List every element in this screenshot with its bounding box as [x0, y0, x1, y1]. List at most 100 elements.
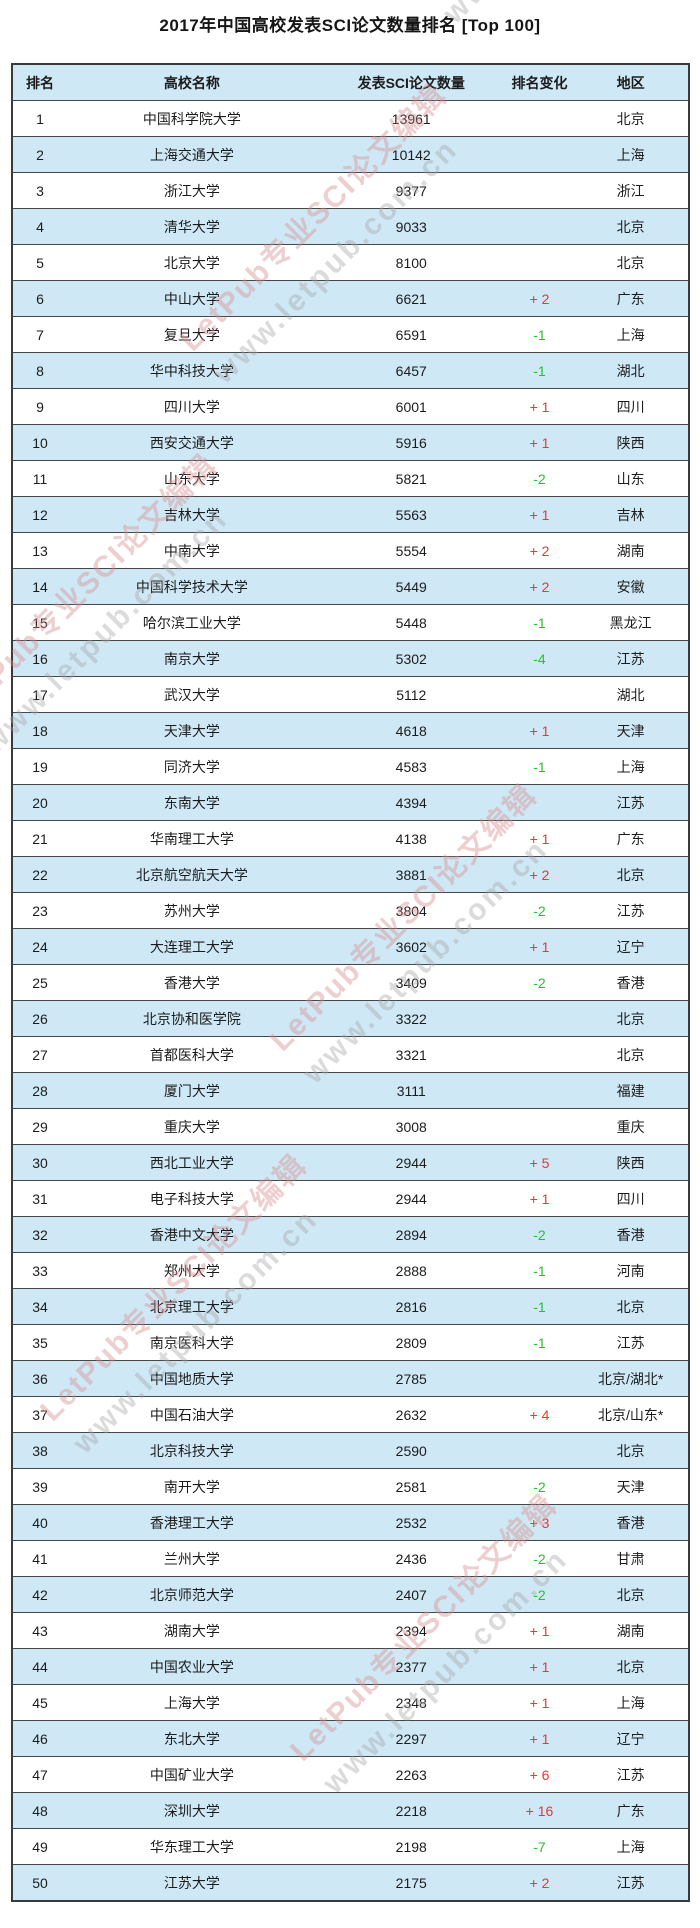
rank-change-cell: -1: [533, 1298, 546, 1315]
rank-cell: 1: [36, 110, 44, 127]
rank-change-cell: + 1: [529, 1730, 550, 1747]
papers-count-cell: 6621: [395, 290, 427, 307]
region-cell: 北京/湖北*: [597, 1370, 664, 1387]
table-row: 16 南京大学 5302 -4 江苏: [13, 640, 688, 676]
region-cell: 香港: [616, 1226, 645, 1243]
papers-count-cell: 2407: [395, 1586, 427, 1603]
table-row: 24 大连理工大学 3602 + 1 辽宁: [13, 928, 688, 964]
university-name-cell: 北京科技大学: [149, 1442, 234, 1459]
rank-cell: 18: [32, 722, 48, 739]
table-row: 9 四川大学 6001 + 1 四川: [13, 388, 688, 424]
region-cell: 上海: [616, 758, 645, 775]
table-row: 15 哈尔滨工业大学 5448 -1 黑龙江: [13, 604, 688, 640]
university-name-cell: 北京航空航天大学: [135, 866, 248, 883]
rank-change-cell: -1: [533, 1334, 546, 1351]
university-name-cell: 同济大学: [163, 758, 220, 775]
rank-change-cell: -2: [533, 902, 546, 919]
table-row: 37 中国石油大学 2632 + 4 北京/山东*: [13, 1396, 688, 1432]
table-row: 18 天津大学 4618 + 1 天津: [13, 712, 688, 748]
papers-count-cell: 3602: [395, 938, 427, 955]
table-row: 42 北京师范大学 2407 -2 北京: [13, 1576, 688, 1612]
table-row: 22 北京航空航天大学 3881 + 2 北京: [13, 856, 688, 892]
papers-count-cell: 8100: [395, 254, 427, 271]
rank-change-cell: + 3: [529, 1514, 550, 1531]
region-cell: 湖南: [616, 1622, 645, 1639]
table-row: 7 复旦大学 6591 -1 上海: [13, 316, 688, 352]
university-name-cell: 大连理工大学: [149, 938, 234, 955]
rank-cell: 34: [32, 1298, 48, 1315]
university-name-cell: 南开大学: [163, 1478, 220, 1495]
rank-change-cell: -2: [533, 974, 546, 991]
rank-cell: 2: [36, 146, 44, 163]
university-name-cell: 华中科技大学: [149, 362, 234, 379]
region-cell: 重庆: [616, 1118, 645, 1135]
region-cell: 北京: [616, 1586, 645, 1603]
rank-cell: 44: [32, 1658, 48, 1675]
university-name-cell: 苏州大学: [163, 902, 220, 919]
table-row: 46 东北大学 2297 + 1 辽宁: [13, 1720, 688, 1756]
region-cell: 天津: [616, 722, 645, 739]
university-name-cell: 上海交通大学: [149, 146, 234, 163]
rank-change-cell: + 4: [529, 1406, 550, 1423]
papers-count-cell: 3321: [395, 1046, 427, 1063]
university-name-cell: 北京大学: [163, 254, 220, 271]
table-row: 19 同济大学 4583 -1 上海: [13, 748, 688, 784]
rank-cell: 15: [32, 614, 48, 631]
region-cell: 上海: [616, 326, 645, 343]
papers-count-cell: 2944: [395, 1190, 427, 1207]
rank-cell: 36: [32, 1370, 48, 1387]
region-cell: 河南: [616, 1262, 645, 1279]
table-row: 50 江苏大学 2175 + 2 江苏: [13, 1864, 688, 1900]
rank-cell: 16: [32, 650, 48, 667]
rank-cell: 14: [32, 578, 48, 595]
university-name-cell: 上海大学: [163, 1694, 220, 1711]
papers-count-cell: 2297: [395, 1730, 427, 1747]
university-name-cell: 中国农业大学: [149, 1658, 234, 1675]
papers-count-cell: 6591: [395, 326, 427, 343]
university-name-cell: 南京大学: [163, 650, 220, 667]
papers-count-cell: 2632: [395, 1406, 427, 1423]
papers-count-cell: 2581: [395, 1478, 427, 1495]
rank-change-cell: + 1: [529, 722, 550, 739]
region-cell: 江苏: [616, 650, 645, 667]
region-cell: 辽宁: [616, 1730, 645, 1747]
table-row: 38 北京科技大学 2590 北京: [13, 1432, 688, 1468]
table-row: 30 西北工业大学 2944 + 5 陕西: [13, 1144, 688, 1180]
table-row: 48 深圳大学 2218 + 16 广东: [13, 1792, 688, 1828]
region-cell: 江苏: [616, 1874, 645, 1891]
university-name-cell: 中国矿业大学: [149, 1766, 234, 1783]
column-header-change: 排名变化: [511, 74, 568, 91]
rank-cell: 23: [32, 902, 48, 919]
rank-cell: 12: [32, 506, 48, 523]
rank-cell: 39: [32, 1478, 48, 1495]
rank-cell: 33: [32, 1262, 48, 1279]
table-row: 31 电子科技大学 2944 + 1 四川: [13, 1180, 688, 1216]
university-name-cell: 清华大学: [163, 218, 220, 235]
region-cell: 北京/山东*: [597, 1406, 664, 1423]
papers-count-cell: 10142: [391, 146, 431, 163]
papers-count-cell: 5302: [395, 650, 427, 667]
university-name-cell: 中国科学院大学: [142, 110, 241, 127]
university-name-cell: 重庆大学: [163, 1118, 220, 1135]
region-cell: 北京: [616, 254, 645, 271]
papers-count-cell: 2944: [395, 1154, 427, 1171]
papers-count-cell: 2785: [395, 1370, 427, 1387]
region-cell: 天津: [616, 1478, 645, 1495]
rank-cell: 37: [32, 1406, 48, 1423]
rank-cell: 46: [32, 1730, 48, 1747]
university-name-cell: 湖南大学: [163, 1622, 220, 1639]
ranking-table: 排名 高校名称 发表SCI论文数量 排名变化 地区 1 中国科学院大学 1396…: [11, 63, 690, 1902]
table-row: 21 华南理工大学 4138 + 1 广东: [13, 820, 688, 856]
rank-change-cell: -7: [533, 1838, 546, 1855]
papers-count-cell: 2436: [395, 1550, 427, 1567]
region-cell: 黑龙江: [609, 614, 652, 631]
university-name-cell: 天津大学: [163, 722, 220, 739]
table-row: 11 山东大学 5821 -2 山东: [13, 460, 688, 496]
papers-count-cell: 2198: [395, 1838, 427, 1855]
table-row: 12 吉林大学 5563 + 1 吉林: [13, 496, 688, 532]
rank-change-cell: + 1: [529, 506, 550, 523]
table-row: 1 中国科学院大学 13961 北京: [13, 100, 688, 136]
column-header-papers: 发表SCI论文数量: [357, 74, 465, 91]
university-name-cell: 中国科学技术大学: [135, 578, 248, 595]
column-header-rank: 排名: [26, 74, 54, 91]
